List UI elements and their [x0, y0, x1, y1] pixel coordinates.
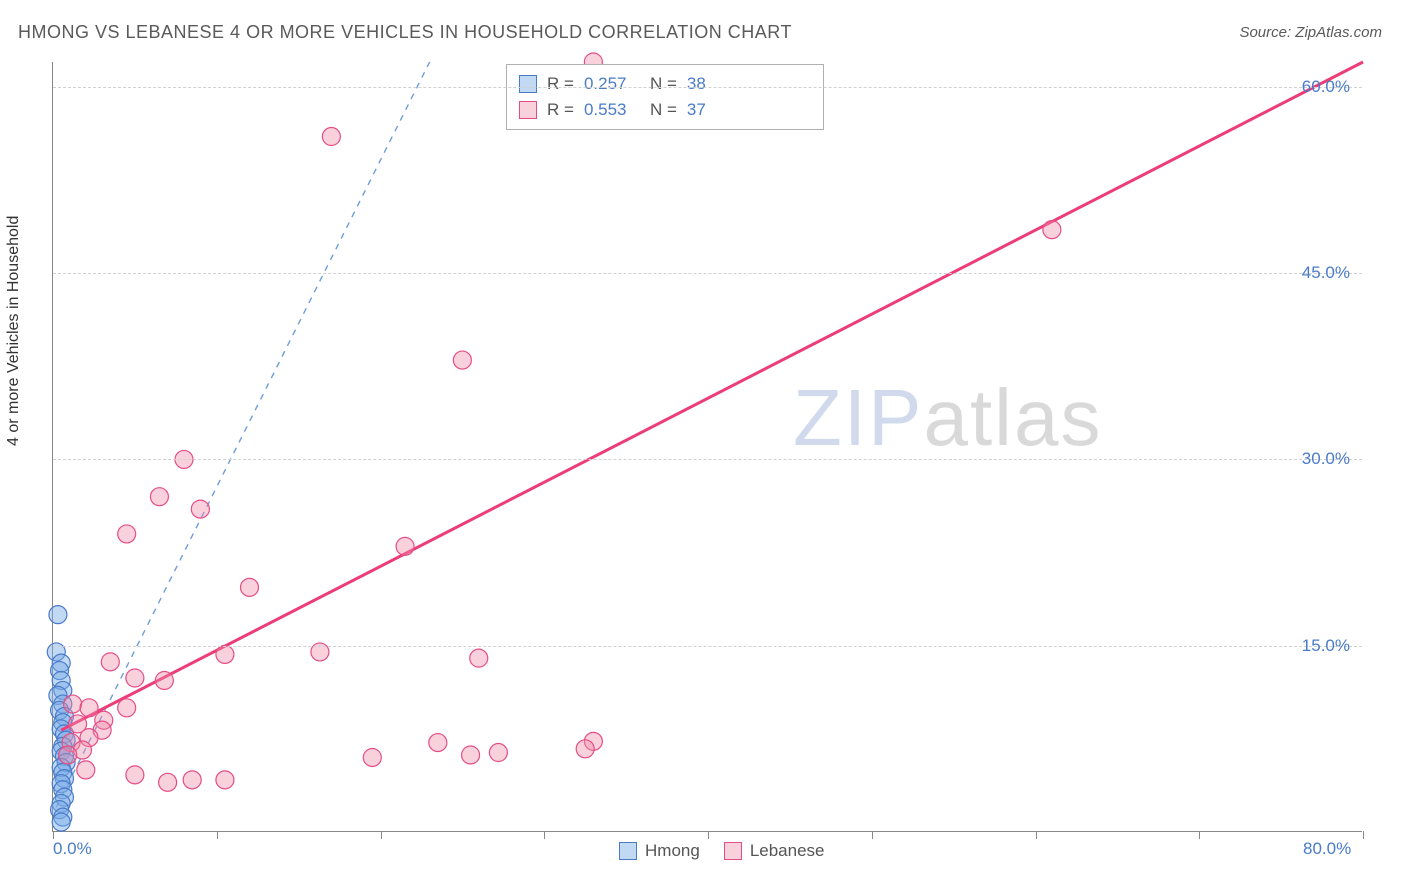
lebanese-point	[118, 699, 136, 717]
plot-area: ZIPatlas R = 0.257 N = 38 R = 0.553 N = …	[52, 62, 1362, 832]
series-legend: Hmong Lebanese	[619, 841, 825, 861]
lebanese-point	[216, 645, 234, 663]
y-tick-label: 30.0%	[1302, 449, 1350, 469]
x-tick	[53, 831, 54, 839]
lebanese-point	[159, 773, 177, 791]
y-tick-label: 45.0%	[1302, 263, 1350, 283]
lebanese-point	[363, 748, 381, 766]
lebanese-point	[429, 734, 447, 752]
x-tick	[544, 831, 545, 839]
lebanese-point	[64, 695, 82, 713]
r-label: R =	[547, 100, 574, 120]
chart-title: HMONG VS LEBANESE 4 OR MORE VEHICLES IN …	[18, 22, 792, 43]
y-tick-label: 15.0%	[1302, 636, 1350, 656]
lebanese-point	[322, 128, 340, 146]
lebanese-point	[150, 488, 168, 506]
x-tick-label: 0.0%	[53, 839, 92, 859]
swatch-hmong	[619, 842, 637, 860]
source-attribution: Source: ZipAtlas.com	[1239, 24, 1382, 41]
stats-row-hmong: R = 0.257 N = 38	[519, 71, 811, 97]
lebanese-point	[59, 746, 77, 764]
gridline	[53, 646, 1362, 647]
x-tick	[1199, 831, 1200, 839]
lebanese-point	[101, 653, 119, 671]
r-value-lebanese: 0.553	[584, 100, 640, 120]
lebanese-point	[155, 671, 173, 689]
x-tick	[1363, 831, 1364, 839]
lebanese-point	[80, 699, 98, 717]
lebanese-point	[183, 771, 201, 789]
r-value-hmong: 0.257	[584, 74, 640, 94]
n-value-lebanese: 37	[687, 100, 743, 120]
swatch-lebanese	[519, 101, 537, 119]
n-label: N =	[650, 74, 677, 94]
y-tick-label: 60.0%	[1302, 77, 1350, 97]
chart-container: HMONG VS LEBANESE 4 OR MORE VEHICLES IN …	[0, 0, 1406, 892]
hmong-regression-line	[56, 62, 429, 807]
gridline	[53, 87, 1362, 88]
swatch-hmong	[519, 75, 537, 93]
lebanese-point	[470, 649, 488, 667]
lebanese-point	[241, 578, 259, 596]
gridline	[53, 273, 1362, 274]
lebanese-point	[489, 744, 507, 762]
lebanese-point	[1043, 221, 1061, 239]
legend-label-hmong: Hmong	[645, 841, 700, 861]
gridline	[53, 459, 1362, 460]
lebanese-point	[118, 525, 136, 543]
lebanese-point	[216, 771, 234, 789]
x-tick-label: 80.0%	[1303, 839, 1351, 859]
lebanese-point	[453, 351, 471, 369]
lebanese-point	[126, 766, 144, 784]
hmong-point	[52, 813, 70, 831]
x-tick	[708, 831, 709, 839]
legend-item-hmong: Hmong	[619, 841, 700, 861]
hmong-point	[49, 606, 67, 624]
plot-svg	[53, 62, 1362, 831]
stats-row-lebanese: R = 0.553 N = 37	[519, 97, 811, 123]
x-tick	[1036, 831, 1037, 839]
legend-item-lebanese: Lebanese	[724, 841, 825, 861]
n-label: N =	[650, 100, 677, 120]
lebanese-point	[126, 669, 144, 687]
x-tick	[217, 831, 218, 839]
lebanese-point	[462, 746, 480, 764]
x-tick	[872, 831, 873, 839]
y-axis-label: 4 or more Vehicles in Household	[5, 216, 23, 446]
stats-legend: R = 0.257 N = 38 R = 0.553 N = 37	[506, 64, 824, 130]
x-tick	[381, 831, 382, 839]
legend-label-lebanese: Lebanese	[750, 841, 825, 861]
swatch-lebanese	[724, 842, 742, 860]
lebanese-regression-line	[61, 62, 1363, 730]
n-value-hmong: 38	[687, 74, 743, 94]
lebanese-point	[576, 740, 594, 758]
lebanese-point	[191, 500, 209, 518]
lebanese-point	[396, 537, 414, 555]
lebanese-point	[77, 761, 95, 779]
r-label: R =	[547, 74, 574, 94]
